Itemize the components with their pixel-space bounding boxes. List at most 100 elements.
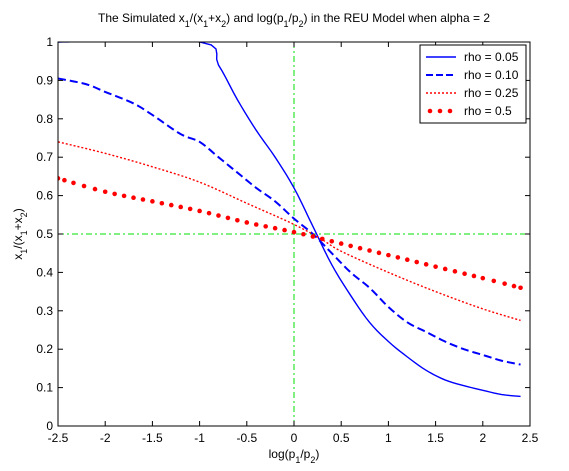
legend-item: rho = 0.10 xyxy=(426,68,519,82)
legend-label: rho = 0.25 xyxy=(464,86,519,100)
data-point xyxy=(320,236,325,242)
text-part: x xyxy=(11,254,25,260)
x-tick-label: 0.5 xyxy=(333,431,350,445)
data-point xyxy=(291,229,297,235)
data-point xyxy=(433,264,438,269)
text-part: The Simulated x xyxy=(98,11,185,25)
data-point xyxy=(462,271,467,276)
data-point xyxy=(511,283,517,289)
data-point xyxy=(480,275,486,281)
subscript: 1 xyxy=(284,19,289,29)
data-point xyxy=(253,222,259,227)
legend-label: rho = 0.5 xyxy=(464,104,512,118)
data-point xyxy=(244,220,250,225)
x-tick-label: 1.5 xyxy=(427,431,444,445)
data-point xyxy=(216,213,221,218)
data-point xyxy=(423,262,429,267)
legend: rho = 0.05 rho = 0.10 rho = 0.25 rho = 0.5 xyxy=(419,44,527,124)
x-tick-label: -2 xyxy=(100,431,111,445)
y-tick-label: 0.4 xyxy=(36,265,53,279)
text-part: log(p xyxy=(269,447,296,461)
x-tick-label: -1 xyxy=(194,431,205,445)
text-part: /p xyxy=(289,11,299,25)
data-point xyxy=(502,281,507,286)
data-point xyxy=(404,257,410,263)
subscript: 1 xyxy=(203,19,208,29)
data-point xyxy=(206,210,212,216)
subscript: 1 xyxy=(295,455,300,465)
subscript: 1 xyxy=(19,230,29,235)
data-point xyxy=(112,191,117,197)
y-tick-label: 1 xyxy=(46,35,53,49)
y-tick-label: 0.5 xyxy=(36,227,53,241)
text-part: ) xyxy=(315,447,319,461)
subscript: 2 xyxy=(310,455,315,465)
x-tick-label: 0 xyxy=(291,431,298,445)
data-point xyxy=(92,186,98,192)
data-point xyxy=(367,248,372,253)
subscript: 2 xyxy=(299,19,304,29)
axes xyxy=(57,41,531,427)
data-point xyxy=(150,199,155,204)
x-tick-label: -0.5 xyxy=(236,431,257,445)
x-tick-label: -2.5 xyxy=(48,431,69,445)
legend-item: rho = 0.5 xyxy=(427,104,512,118)
data-point xyxy=(518,285,523,291)
subscript: 1 xyxy=(19,249,29,254)
data-point xyxy=(168,202,174,208)
data-point xyxy=(102,189,108,195)
legend-label: rho = 0.10 xyxy=(464,68,519,82)
data-point xyxy=(357,245,363,251)
data-point xyxy=(81,183,87,189)
data-point xyxy=(71,180,76,186)
data-point xyxy=(121,193,127,199)
data-point xyxy=(225,215,231,221)
tick-labels: -2.5 -2 -1.5 -1 -0.5 0 0.5 1 1.5 2 2.5 0 0.1 0.2 0.3 0.… xyxy=(36,35,538,445)
text-part: +x xyxy=(208,11,221,25)
data-point xyxy=(338,241,344,246)
data-point xyxy=(131,195,136,201)
x-axis-label: log(p1/p2) xyxy=(269,447,320,465)
legend-item: rho = 0.05 xyxy=(426,50,519,64)
data-point xyxy=(159,200,165,206)
y-tick-label: 0.3 xyxy=(36,304,53,318)
y-tick-label: 0.9 xyxy=(36,73,53,87)
x-tick-label: -1.5 xyxy=(142,431,163,445)
y-tick-label: 0.2 xyxy=(36,342,53,356)
text-part: /p xyxy=(300,447,310,461)
data-point xyxy=(442,266,448,272)
data-point xyxy=(386,252,391,258)
data-point xyxy=(235,217,240,223)
legend-marker xyxy=(427,108,433,114)
x-tick-label: 2 xyxy=(479,431,486,445)
x-tick-label: 2.5 xyxy=(522,431,539,445)
text-part: ) in the REU Model when alpha = 2 xyxy=(304,11,491,25)
legend-marker xyxy=(437,108,443,114)
chart-title: The Simulated x1/(x1+x2) and log(p1/p2) … xyxy=(98,11,490,29)
legend-marker xyxy=(447,108,453,114)
data-point xyxy=(263,224,268,229)
data-point xyxy=(491,278,497,284)
subscript: 1 xyxy=(185,19,190,29)
text-part: /(x xyxy=(11,235,25,248)
data-point xyxy=(329,238,335,244)
subscript: 2 xyxy=(221,19,226,29)
legend-item: rho = 0.25 xyxy=(426,86,519,100)
y-tick-label: 0.1 xyxy=(36,381,53,395)
data-point xyxy=(282,227,287,233)
legend-box xyxy=(419,44,527,124)
data-point xyxy=(178,204,184,210)
series-layer xyxy=(58,42,523,398)
text-part: ) and log(p xyxy=(226,11,284,25)
series-rho-0-5 xyxy=(58,176,523,291)
text-part: ) xyxy=(11,208,25,212)
y-axis-label: x1/(x1+x2) xyxy=(11,208,29,259)
data-point xyxy=(348,243,353,249)
data-point xyxy=(452,269,458,274)
data-point xyxy=(376,250,382,256)
data-point xyxy=(471,273,477,279)
legend-label: rho = 0.05 xyxy=(464,50,519,64)
y-tick-label: 0.6 xyxy=(36,189,53,203)
data-point xyxy=(197,208,202,214)
